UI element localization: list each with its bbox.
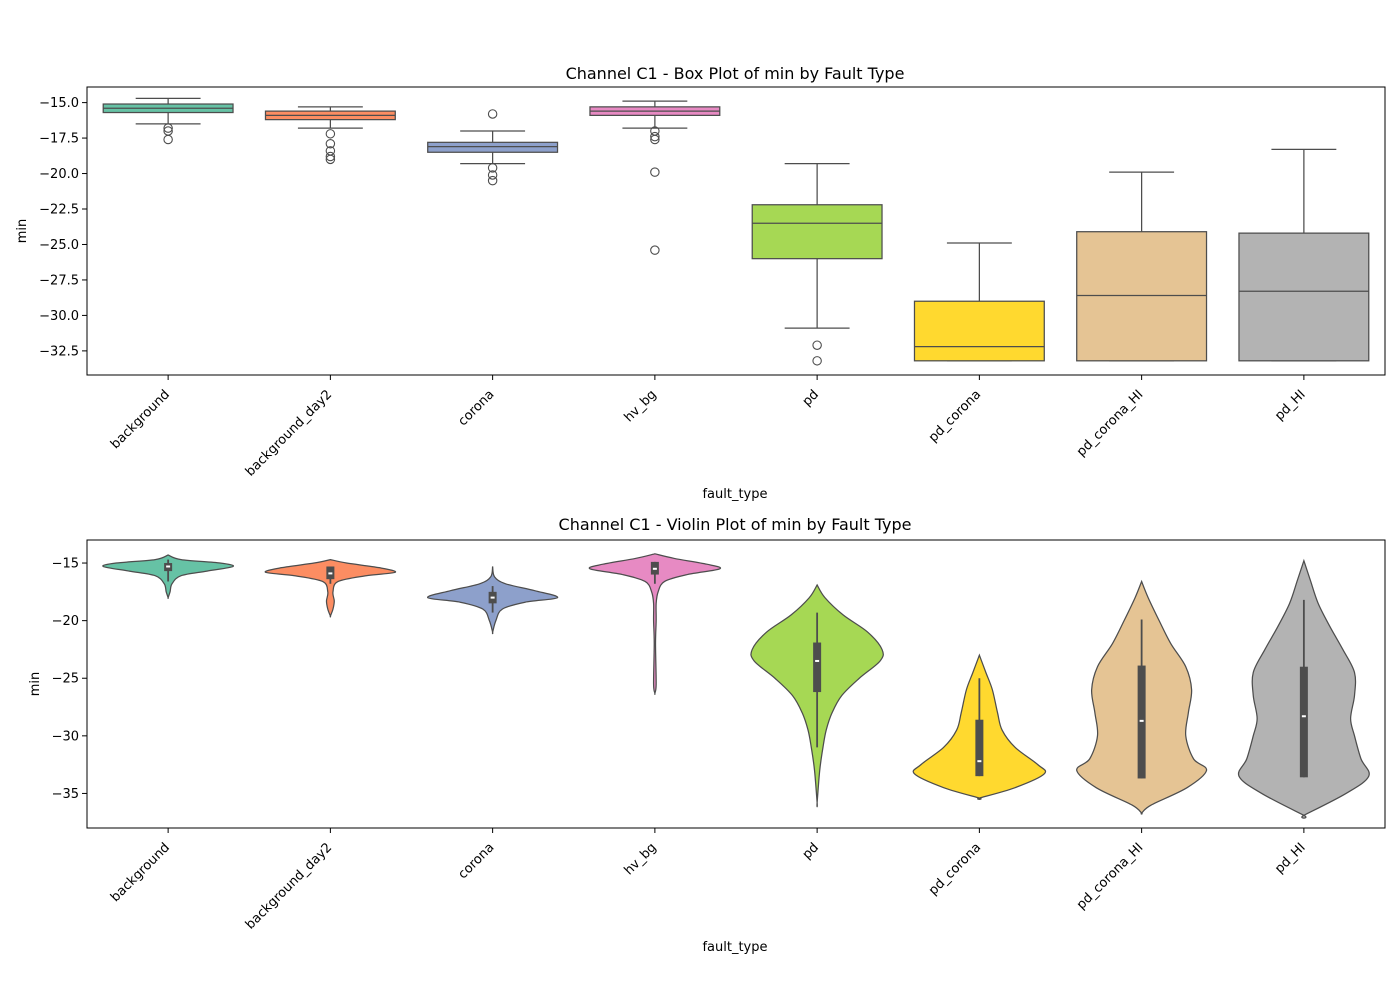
violin-corona <box>427 566 559 635</box>
outlier-point <box>487 109 498 119</box>
outlier-point <box>325 151 336 162</box>
y-tick-label: −15.0 <box>39 96 79 111</box>
median-marker <box>328 572 333 575</box>
box-pd-corona-hi <box>1076 171 1208 362</box>
box-pd-corona <box>913 242 1045 362</box>
violin-plot-area <box>102 553 1370 819</box>
box-plot-area <box>102 97 1370 366</box>
x-tick-label-pd-hi: pd_HI <box>1272 387 1309 424</box>
violin-plot-title: Channel C1 - Violin Plot of min by Fault… <box>559 515 912 534</box>
violin-hv-bg <box>588 553 722 695</box>
box-plot-panel: Channel C1 - Box Plot of min by Fault Ty… <box>15 64 1386 502</box>
outlier-point <box>650 245 660 255</box>
median-marker <box>1301 715 1306 718</box>
outlier-point <box>325 129 336 139</box>
y-tick-label: −22.5 <box>39 203 79 218</box>
x-tick-label-pd-corona-hi: pd_corona_HI <box>1074 840 1146 912</box>
outlier-point <box>650 131 660 142</box>
box-background-day2 <box>264 106 396 165</box>
iqr-bar <box>1299 666 1308 778</box>
x-tick-label-background: background <box>108 387 173 452</box>
median-marker <box>815 659 820 662</box>
box-pd <box>751 162 883 366</box>
outlier-point <box>487 175 498 186</box>
iqr-bar <box>975 719 984 777</box>
y-tick-label: −17.5 <box>39 132 79 147</box>
box-plot-y-axis-label: min <box>15 219 30 244</box>
violin-pd-corona-hi <box>1076 579 1208 815</box>
violin-pd-hi <box>1237 558 1370 819</box>
violin-pd-corona <box>912 653 1047 800</box>
y-tick-label: −15 <box>52 557 79 572</box>
median-marker <box>490 596 495 599</box>
y-tick-label: −25 <box>52 672 79 687</box>
median-marker <box>652 567 657 570</box>
violin-body <box>588 553 722 695</box>
violin-plot-y-axis-label: min <box>28 672 43 697</box>
median-marker <box>1139 719 1144 722</box>
y-tick-label: −25.0 <box>39 238 79 253</box>
outlier-point <box>650 134 660 145</box>
violin-pd <box>750 583 884 808</box>
x-tick-label-pd-corona: pd_corona <box>926 840 984 898</box>
x-tick-label-pd-corona: pd_corona <box>926 387 984 445</box>
violin-plot-y-axis: −15 −20 −25 −30 −35 <box>52 557 87 802</box>
x-tick-label-background-day2: background_day2 <box>243 387 335 479</box>
y-tick-label: −30 <box>52 729 79 744</box>
box-body <box>913 300 1045 362</box>
x-tick-label-corona: corona <box>456 387 498 429</box>
box-pd-hi <box>1238 148 1370 362</box>
x-tick-label-background: background <box>108 840 173 905</box>
iqr-bar <box>813 642 822 693</box>
box-plot-y-axis: −15.0 −17.5 −20.0 −22.5 −25.0 −27.5 −30.0 −32.5 <box>39 96 87 359</box>
box-background <box>102 97 234 145</box>
y-tick-label: −32.5 <box>39 344 79 359</box>
x-tick-label-hv-bg: hv_bg <box>622 387 660 425</box>
outlier-point <box>325 138 336 149</box>
x-tick-label-pd-corona-hi: pd_corona_HI <box>1074 387 1146 459</box>
box-plot-frame <box>86 86 1386 376</box>
box-body <box>751 204 883 260</box>
y-tick-label: −20 <box>52 614 79 629</box>
box-body <box>1076 231 1208 362</box>
outlier-point <box>163 134 173 145</box>
outlier-point <box>487 163 498 173</box>
x-tick-label-hv-bg: hv_bg <box>622 840 660 878</box>
box-plot-x-axis-label: fault_type <box>702 487 767 502</box>
outlier-point <box>325 154 336 165</box>
violin-background <box>102 554 235 599</box>
median-marker <box>166 565 171 568</box>
violin-background-day2 <box>264 558 397 618</box>
box-plot-title: Channel C1 - Box Plot of min by Fault Ty… <box>566 64 905 83</box>
iqr-bar <box>1137 665 1146 779</box>
outlier-point <box>812 340 822 350</box>
median-marker <box>977 760 982 763</box>
violin-plot-x-axis: background background_day2 corona hv_bg pd pd… <box>108 828 1309 933</box>
x-tick-label-pd: pd <box>800 840 822 862</box>
box-plot-x-axis: background background_day2 corona hv_bg pd pd… <box>108 375 1309 480</box>
box-body <box>427 141 559 153</box>
violin-plot-frame <box>86 539 1386 829</box>
box-hv-bg <box>589 100 721 255</box>
y-tick-label: −27.5 <box>39 273 79 288</box>
violin-plot-x-axis-label: fault_type <box>702 940 767 955</box>
y-tick-label: −30.0 <box>39 309 79 324</box>
violin-body <box>264 558 397 618</box>
x-tick-label-pd: pd <box>800 387 822 409</box>
violin-plot-panel: Channel C1 - Violin Plot of min by Fault… <box>28 515 1386 955</box>
outlier-point <box>812 356 822 366</box>
x-tick-label-corona: corona <box>456 840 498 882</box>
box-body <box>1238 232 1370 362</box>
outlier-point <box>487 170 498 180</box>
x-tick-label-background-day2: background_day2 <box>243 840 335 932</box>
outlier-point <box>163 123 173 133</box>
outlier-point <box>650 167 660 177</box>
x-tick-label-pd-hi: pd_HI <box>1272 840 1309 877</box>
y-tick-label: −35 <box>52 787 79 802</box>
box-corona <box>427 109 559 186</box>
y-tick-label: −20.0 <box>39 167 79 182</box>
